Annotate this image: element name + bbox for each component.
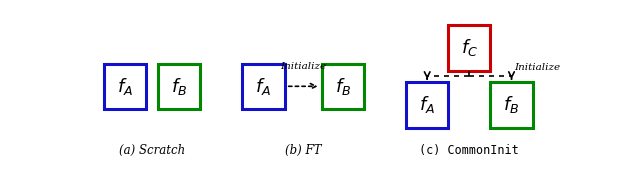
Text: $f_C$: $f_C$	[461, 37, 478, 58]
Bar	[448, 25, 490, 71]
Bar	[322, 63, 364, 109]
Text: (b) FT: (b) FT	[285, 144, 321, 157]
Text: (a) Scratch: (a) Scratch	[119, 144, 185, 157]
Text: (c) CommonInit: (c) CommonInit	[419, 144, 519, 157]
Bar	[158, 63, 200, 109]
Text: Initialize: Initialize	[514, 63, 560, 72]
Text: $f_B$: $f_B$	[335, 76, 351, 97]
Bar	[243, 63, 285, 109]
Bar	[104, 63, 146, 109]
Text: $f_B$: $f_B$	[504, 94, 520, 115]
Text: $f_A$: $f_A$	[419, 94, 435, 115]
Text: $f_B$: $f_B$	[171, 76, 188, 97]
Text: $f_A$: $f_A$	[255, 76, 271, 97]
Text: $f_A$: $f_A$	[116, 76, 132, 97]
Bar	[406, 82, 448, 128]
Bar	[490, 82, 532, 128]
Text: Initialize: Initialize	[280, 62, 326, 71]
